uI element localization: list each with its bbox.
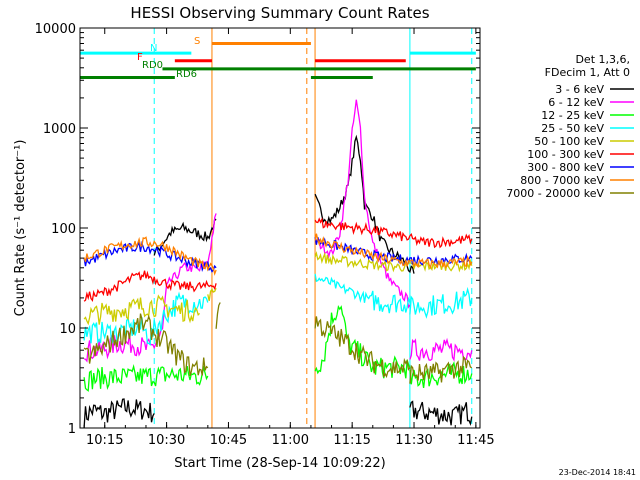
legend-label-2: 12 - 25 keV xyxy=(541,109,604,122)
plot-frame xyxy=(79,27,481,429)
legend-label-1: 6 - 12 keV xyxy=(548,96,604,109)
x-tick-label-1: 10:30 xyxy=(148,433,185,448)
series-line-4-2 xyxy=(314,251,473,273)
series-line-5-1 xyxy=(314,217,473,249)
legend-label-5: 100 - 300 keV xyxy=(527,148,604,161)
footer-date: 23-Dec-2014 18:41 xyxy=(559,468,636,477)
y-tick-label-3: 1000 xyxy=(43,122,76,137)
series-line-8-2 xyxy=(314,316,411,379)
flag-label-4: RD6 xyxy=(176,69,197,80)
y-axis-label: Count Rate (s⁻¹ detector⁻¹) xyxy=(13,140,28,317)
series-line-3-2 xyxy=(409,286,473,319)
series-line-8-3 xyxy=(409,355,473,384)
flag-label-3: RD0 xyxy=(142,60,163,71)
x-tick-label-6: 11:45 xyxy=(457,433,494,448)
series-line-4-0 xyxy=(83,294,201,326)
y-tick-label-2: 100 xyxy=(51,222,76,237)
series-line-0-1 xyxy=(153,217,217,256)
series-line-0-0 xyxy=(83,398,155,428)
legend-header-1: FDecim 1, Att 0 xyxy=(545,66,630,79)
series-line-8-1 xyxy=(215,302,221,329)
legend-label-0: 3 - 6 keV xyxy=(555,83,604,96)
flag-label-0: S xyxy=(194,36,200,47)
series-line-4-1 xyxy=(207,287,217,302)
x-axis-label: Start Time (28-Sep-14 10:09:22) xyxy=(174,456,385,471)
series-line-1-1 xyxy=(314,99,411,309)
series-group xyxy=(80,28,476,428)
legend-label-4: 50 - 100 keV xyxy=(534,135,604,148)
series-line-2-0 xyxy=(83,364,209,392)
x-tick-label-4: 11:15 xyxy=(333,433,370,448)
series-line-8-0 xyxy=(83,313,209,376)
series-line-6-0 xyxy=(83,240,217,273)
series-line-3-1 xyxy=(314,273,411,314)
legend-label-3: 25 - 50 keV xyxy=(541,122,604,135)
chart-title: HESSI Observing Summary Count Rates xyxy=(130,4,429,22)
x-tick-label-2: 10:45 xyxy=(210,433,247,448)
legend-label-6: 300 - 800 keV xyxy=(527,161,604,174)
flag-label-1: N xyxy=(150,43,157,54)
series-line-7-0 xyxy=(83,236,217,276)
series-line-0-3 xyxy=(409,400,473,427)
series-line-7-1 xyxy=(314,233,473,270)
series-line-2-1 xyxy=(314,304,411,379)
y-tick-label-4: 10000 xyxy=(35,22,76,37)
series-line-0-2 xyxy=(314,134,415,274)
x-tick-label-3: 11:00 xyxy=(272,433,309,448)
series-line-1-2 xyxy=(409,337,473,362)
flag-label-2: F xyxy=(137,52,143,63)
legend-label-7: 800 - 7000 keV xyxy=(520,174,604,187)
x-tick-label-0: 10:15 xyxy=(86,433,123,448)
y-tick-label-0: 1 xyxy=(68,422,76,437)
y-tick-label-1: 10 xyxy=(59,322,76,337)
legend-header-0: Det 1,3,6, xyxy=(575,53,630,66)
x-tick-label-5: 11:30 xyxy=(395,433,432,448)
legend-label-8: 7000 - 20000 keV xyxy=(506,187,604,200)
series-line-5-0 xyxy=(83,270,217,303)
